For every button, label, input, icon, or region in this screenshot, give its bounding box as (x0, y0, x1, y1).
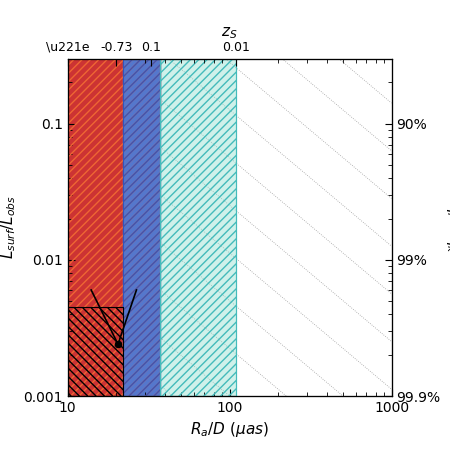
X-axis label: $z_S$: $z_S$ (221, 26, 238, 41)
Y-axis label: $L_{surf}/L_{obs}$: $L_{surf}/L_{obs}$ (0, 195, 18, 259)
X-axis label: $R_a/D\ (\mu as)$: $R_a/D\ (\mu as)$ (190, 420, 269, 439)
Y-axis label: $\eta_r + \eta_k$: $\eta_r + \eta_k$ (444, 202, 450, 253)
